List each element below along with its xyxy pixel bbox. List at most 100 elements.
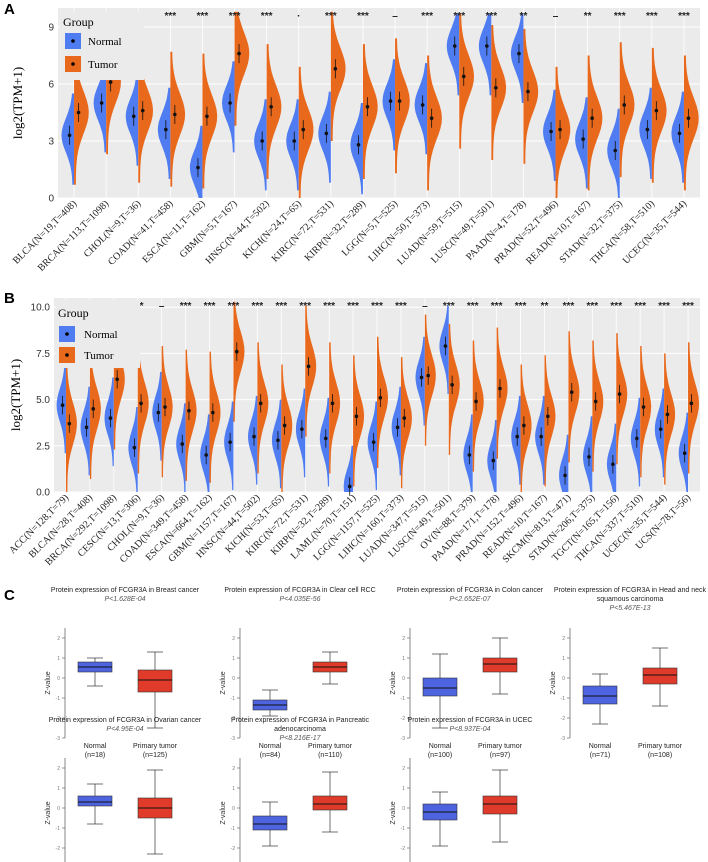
mean-point-tumor bbox=[205, 114, 209, 119]
mean-point-tumor bbox=[187, 408, 191, 413]
violin-tumor bbox=[651, 47, 667, 183]
group-n-label: (n=84) bbox=[260, 752, 280, 759]
mean-point-tumor bbox=[258, 401, 263, 406]
violin-normal bbox=[414, 63, 428, 155]
group-label: Primary tumor bbox=[308, 743, 353, 750]
mean-point-tumor bbox=[139, 401, 143, 406]
boxplot-title: Protein expression of FCGR3A in Colon ca… bbox=[397, 587, 544, 594]
y-tick-label: -3 bbox=[401, 736, 406, 742]
mean-point-tumor bbox=[282, 423, 287, 428]
significance-label: *** bbox=[614, 11, 626, 22]
violin-normal bbox=[200, 414, 210, 492]
boxplot-y-label: Z-value bbox=[390, 801, 397, 824]
violin-tumor bbox=[400, 357, 412, 489]
violin-normal bbox=[222, 61, 235, 153]
violin-normal bbox=[176, 403, 186, 492]
boxplot: Protein expression of FCGR3A in Ovarian … bbox=[45, 717, 202, 862]
boxplot-y-label: Z-value bbox=[45, 801, 52, 824]
mean-point-normal bbox=[323, 436, 328, 441]
y-tick-label: 2 bbox=[57, 636, 60, 642]
violin-normal bbox=[286, 99, 299, 191]
y-tick-label: 10.0 bbox=[31, 303, 51, 314]
mean-point-normal bbox=[635, 436, 639, 441]
mean-point-tumor bbox=[569, 390, 574, 395]
y-tick-label: 3 bbox=[48, 137, 54, 148]
violin-tumor bbox=[137, 342, 149, 474]
mean-point-normal bbox=[204, 453, 208, 457]
significance-label: *** bbox=[610, 301, 622, 312]
boxplot-y-label: Z-value bbox=[220, 801, 227, 824]
x-tick-label: LGG(N=5,T=525) bbox=[340, 198, 400, 258]
legend-tumor-label: Tumor bbox=[88, 59, 118, 71]
violin-tumor bbox=[266, 44, 282, 179]
violin-normal bbox=[478, 13, 492, 96]
group-label: Normal bbox=[259, 743, 282, 750]
y-tick-label: -3 bbox=[56, 736, 61, 742]
significance-label: *** bbox=[586, 301, 598, 312]
violin-normal bbox=[382, 59, 396, 151]
violin-normal bbox=[271, 399, 282, 489]
significance-label: · bbox=[297, 11, 300, 22]
violin-normal bbox=[654, 388, 665, 478]
panel-b-y-label: log2(TPM+1) bbox=[8, 359, 23, 431]
mean-point-normal bbox=[60, 403, 65, 407]
mean-point-normal bbox=[419, 375, 424, 380]
mean-point-normal bbox=[515, 434, 520, 439]
x-tick-label: UCEC(N=35,T=544) bbox=[621, 198, 689, 266]
boxplot-y-label: Z-value bbox=[390, 671, 397, 694]
y-tick-label: 0 bbox=[48, 194, 54, 205]
y-tick-label: -3 bbox=[231, 736, 236, 742]
violin-tumor bbox=[202, 53, 218, 189]
violin-tumor bbox=[587, 55, 603, 191]
significance-label: – bbox=[553, 11, 559, 22]
y-tick-label: 2 bbox=[232, 766, 235, 772]
x-tick-label: KIRP(N=32,T=289) bbox=[303, 198, 368, 263]
y-tick-label: 5.0 bbox=[36, 395, 50, 406]
significance-label: *** bbox=[678, 11, 690, 22]
significance-label: ** bbox=[541, 301, 549, 312]
violin-normal bbox=[224, 401, 234, 491]
group-n-label: (n=97) bbox=[490, 752, 510, 759]
violin-normal bbox=[415, 336, 425, 426]
violin-normal bbox=[350, 103, 363, 195]
mean-point-normal bbox=[611, 462, 615, 467]
y-tick-label: 0 bbox=[562, 676, 565, 682]
significance-label: *** bbox=[347, 301, 359, 312]
significance-label: *** bbox=[229, 11, 241, 22]
mean-point-tumor bbox=[108, 80, 113, 84]
mean-point-normal bbox=[677, 131, 682, 136]
violin-normal bbox=[607, 108, 620, 198]
violin-tumor bbox=[74, 49, 89, 185]
violin-tumor bbox=[459, 13, 474, 149]
y-tick-label: 0 bbox=[232, 676, 235, 682]
violin-tumor bbox=[138, 47, 153, 183]
mean-point-tumor bbox=[498, 386, 502, 391]
mean-point-tumor bbox=[140, 108, 145, 113]
mean-point-normal bbox=[132, 445, 137, 450]
mean-point-tumor bbox=[622, 103, 627, 107]
mean-point-normal bbox=[581, 137, 585, 141]
y-tick-label: 2 bbox=[402, 636, 405, 642]
violin-normal bbox=[391, 386, 401, 476]
panel-a-y-label: log2(TPM+1) bbox=[10, 67, 25, 139]
violin-tumor bbox=[616, 333, 628, 465]
boxplot-y-label: Z-value bbox=[45, 671, 52, 694]
violin-tumor bbox=[234, 11, 250, 126]
mean-point-tumor bbox=[365, 105, 370, 109]
violin-tumor bbox=[298, 66, 314, 199]
violin-normal bbox=[511, 395, 521, 485]
x-tick-label: PAAD(N=4,T=178) bbox=[464, 198, 528, 262]
significance-label: *** bbox=[252, 301, 264, 312]
group-label: Normal bbox=[429, 743, 452, 750]
mean-point-tumor bbox=[67, 421, 72, 426]
box bbox=[482, 795, 518, 815]
x-tick-label: CHOL(N=9,T=36) bbox=[82, 198, 144, 260]
mean-point-normal bbox=[539, 434, 543, 439]
y-tick-label: -2 bbox=[231, 716, 236, 722]
panel-b-label: B bbox=[4, 290, 15, 307]
boxplot-title-line: adenocarcinoma bbox=[274, 726, 326, 733]
violin-tumor bbox=[161, 346, 173, 478]
mean-point-normal bbox=[180, 442, 185, 446]
boxplot-pvalue: P<4.035E-56 bbox=[279, 596, 320, 603]
